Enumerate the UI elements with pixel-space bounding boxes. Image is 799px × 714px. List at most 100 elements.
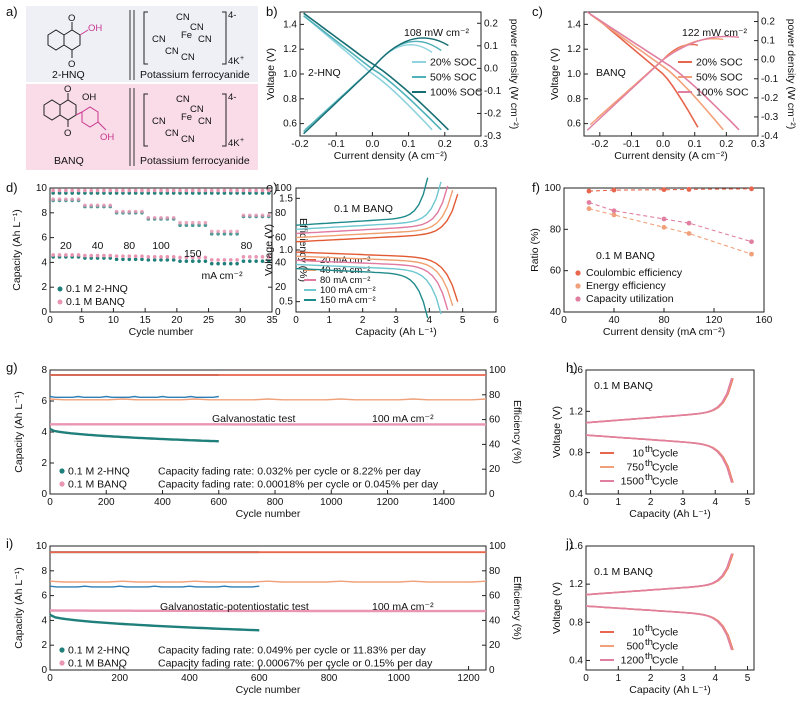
cn-top-6: CN	[181, 52, 195, 63]
efficiency-point-1	[89, 204, 93, 208]
capacity-point-1	[51, 253, 55, 257]
y2-tick-label-d: 60	[275, 233, 287, 244]
legend-label-e-4: 150 mA cm⁻²	[320, 295, 376, 306]
fade-text-g-1: Capacity fading rate: 0.00018% per cycle…	[158, 479, 439, 491]
ce-point-1	[229, 189, 233, 193]
panel-a: a) O O OH 2-HNQ Fe CN CN CN CN CN CN	[6, 4, 258, 170]
panel-text-h: 0.1 M BANQ	[594, 380, 653, 392]
efficiency-point-1	[51, 197, 55, 201]
panel-label-b: b)	[266, 4, 278, 19]
legend-label-i-1: 0.1 M BANQ	[68, 658, 127, 670]
y2-tick-label-g: 60	[489, 415, 501, 426]
banq-o-bottom: O	[64, 128, 71, 139]
legend-tail-j-1: Cycle	[652, 641, 678, 653]
y-tick-label-g: 6	[41, 396, 47, 407]
test-label-i: Galvanostatic-potentiostatic test	[160, 601, 309, 613]
capacity-point-0	[216, 262, 220, 266]
x-axis-label-j: Capacity (Ah L⁻¹)	[629, 684, 710, 696]
charge-curve-e-4	[296, 178, 428, 226]
x-tick-label-j: 1	[616, 673, 622, 684]
y-tick-label-d: 8	[41, 208, 47, 219]
x-tick-label-b: -0.1	[328, 139, 346, 150]
panel-label-d: d)	[6, 180, 18, 195]
capacity-point-1	[64, 253, 68, 257]
capacity-point-0	[210, 262, 214, 266]
ratio-point-1	[612, 212, 617, 217]
banq-name: BANQ	[54, 155, 84, 167]
legend-cycle-j-2: 1200	[621, 655, 645, 667]
banq-o-top: O	[64, 84, 71, 95]
hnq-name: 2-HNQ	[52, 69, 85, 81]
panel-label-c: c)	[532, 4, 543, 19]
y2-axis-label-b: power density (W cm⁻²)	[508, 19, 520, 130]
capacity-point-1	[70, 253, 74, 257]
y2-tick-label-b: 0.0	[484, 63, 498, 74]
x-tick-label-f: 80	[658, 315, 670, 326]
efficiency-point-1	[96, 204, 100, 208]
ce-point-1	[153, 189, 157, 193]
y2-tick-label-i: 40	[489, 615, 501, 626]
banq-cooh-oh: OH	[100, 132, 114, 143]
legend-cycle-h-0: 10	[632, 448, 644, 460]
y2-tick-label-d: 40	[275, 257, 287, 268]
capacity-point-1	[134, 254, 138, 258]
capacity-point-1	[108, 254, 112, 258]
y-axis-label-e: Voltage (V)	[263, 224, 275, 276]
efficiency-point-1	[70, 197, 74, 201]
y-tick-label-c: 0.8	[567, 94, 581, 105]
x-tick-label-e: 0	[293, 315, 299, 326]
y-tick-label-j: 1.2	[569, 579, 583, 590]
y-tick-label-d: 10	[36, 183, 48, 194]
x-axis-label-i: Cycle number	[236, 684, 301, 696]
ce-point-1	[261, 189, 265, 193]
x-tick-label-g: 0	[47, 497, 53, 508]
fade-text-g-0: Capacity fading rate: 0.032% per cycle o…	[158, 466, 421, 478]
cn-top-2: CN	[190, 22, 204, 33]
x-tick-label-h: 5	[745, 497, 751, 508]
x-axis-label-c: Current density (A cm⁻²)	[614, 150, 728, 162]
ce-point-1	[70, 189, 74, 193]
panel-text-f: 0.1 M BANQ	[596, 250, 655, 262]
efficiency-point-1	[197, 221, 201, 225]
capacity-point-0	[178, 259, 182, 263]
ratio-point-0	[612, 188, 617, 193]
legend-swatch-i-1	[59, 660, 64, 665]
y-tick-label-j: 0.8	[569, 617, 583, 628]
ee-trace-i-0	[50, 586, 259, 587]
legend-cycle-j-0: 10	[632, 627, 644, 639]
capacity-point-1	[77, 253, 81, 257]
capacity-point-0	[166, 258, 170, 262]
efficiency-point-1	[64, 197, 68, 201]
ce-point-1	[172, 189, 176, 193]
efficiency-point-1	[127, 210, 131, 214]
capacity-point-0	[140, 258, 144, 262]
y-tick-label-b: 0.6	[283, 119, 297, 130]
capacity-point-0	[159, 258, 163, 262]
capacity-point-1	[58, 253, 62, 257]
y2-tick-label-c: -0.3	[761, 112, 779, 123]
ce-point-1	[204, 189, 208, 193]
x-axis-label-h: Capacity (Ah L⁻¹)	[629, 508, 710, 520]
y-tick-label-f: 80	[550, 224, 562, 235]
ratio-point-2	[587, 200, 592, 205]
legend-label-f-2: Capacity utilization	[586, 293, 674, 305]
capacity-point-1	[248, 255, 252, 259]
y-tick-label-i: 6	[41, 591, 47, 602]
y-axis-label-h: Voltage (V)	[551, 406, 563, 458]
capacity-point-0	[248, 259, 252, 263]
x-tick-label-e: 3	[393, 315, 399, 326]
capacity-point-0	[242, 259, 246, 263]
ratio-point-2	[662, 217, 667, 222]
y-axis-label-f: Ratio (%)	[529, 228, 541, 272]
ce-point-1	[197, 189, 201, 193]
x-tick-label-i: 600	[251, 673, 268, 684]
x-tick-label-c: 0.1	[688, 139, 702, 150]
ce-point-1	[210, 189, 214, 193]
capacity-point-0	[172, 258, 176, 262]
y-tick-label-i: 2	[41, 640, 47, 651]
y-tick-label-d: 4	[41, 257, 47, 268]
x-tick-label-d: 10	[108, 315, 120, 326]
legend-label-c-1: 50% SOC	[696, 72, 743, 84]
y-tick-label-h: 0.8	[569, 448, 583, 459]
